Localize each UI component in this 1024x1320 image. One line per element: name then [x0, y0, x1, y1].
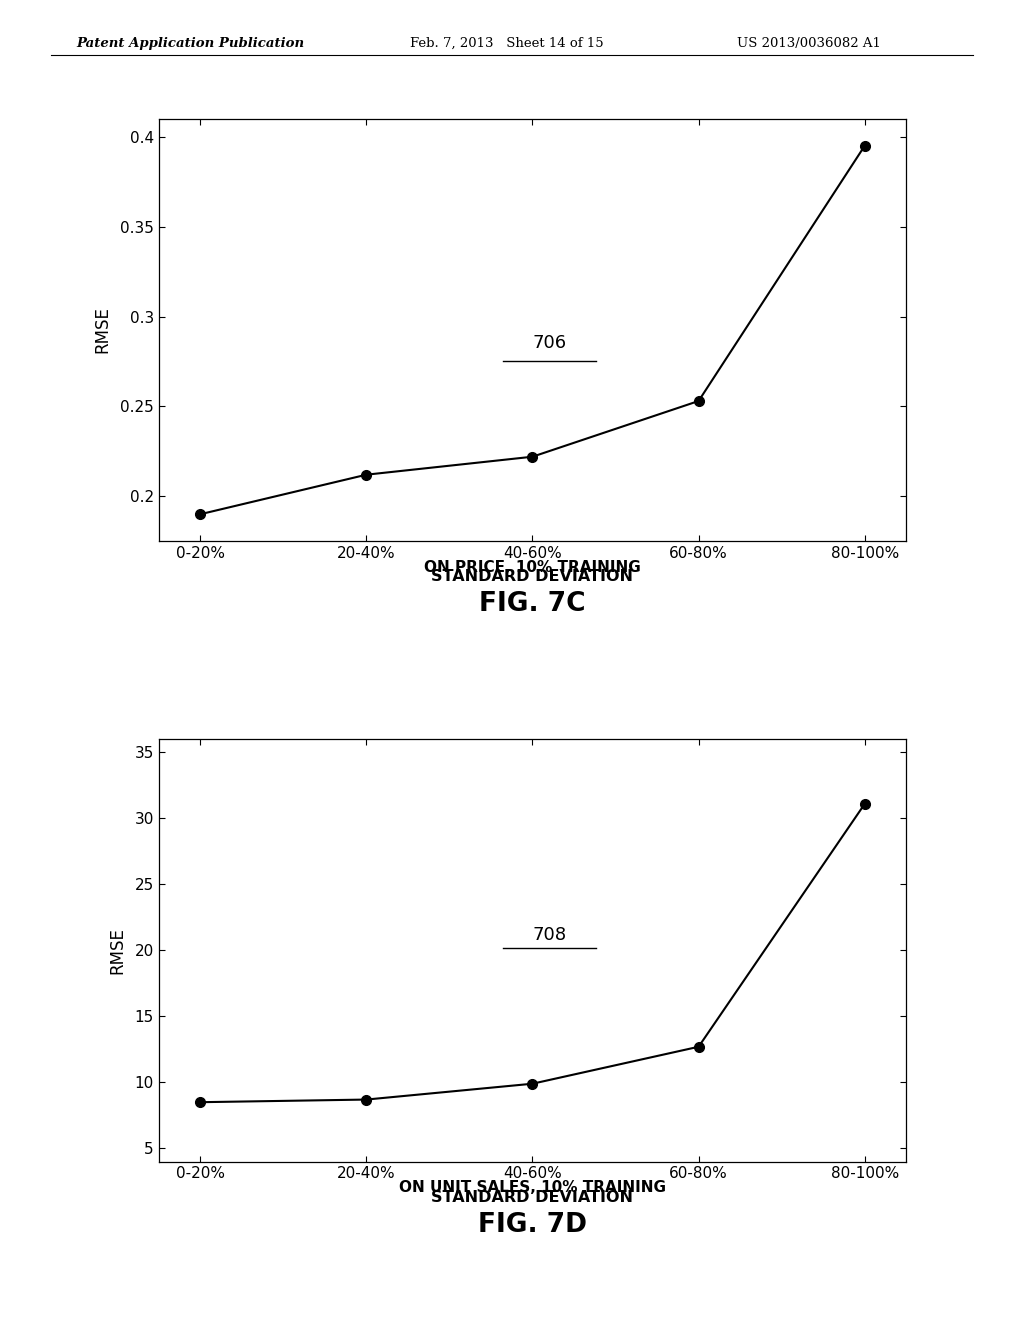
Text: ON UNIT SALES, 10% TRAINING: ON UNIT SALES, 10% TRAINING	[399, 1180, 666, 1195]
X-axis label: STANDARD DEVIATION: STANDARD DEVIATION	[431, 569, 634, 585]
Text: Patent Application Publication: Patent Application Publication	[77, 37, 305, 50]
Text: Feb. 7, 2013   Sheet 14 of 15: Feb. 7, 2013 Sheet 14 of 15	[410, 37, 603, 50]
Text: US 2013/0036082 A1: US 2013/0036082 A1	[737, 37, 882, 50]
Text: FIG. 7D: FIG. 7D	[478, 1212, 587, 1238]
Text: ON PRICE, 10% TRAINING: ON PRICE, 10% TRAINING	[424, 560, 641, 574]
Y-axis label: RMSE: RMSE	[109, 927, 126, 974]
Y-axis label: RMSE: RMSE	[93, 306, 112, 354]
Text: FIG. 7C: FIG. 7C	[479, 591, 586, 618]
Text: 708: 708	[532, 925, 566, 944]
X-axis label: STANDARD DEVIATION: STANDARD DEVIATION	[431, 1189, 634, 1205]
Text: 706: 706	[532, 334, 566, 352]
